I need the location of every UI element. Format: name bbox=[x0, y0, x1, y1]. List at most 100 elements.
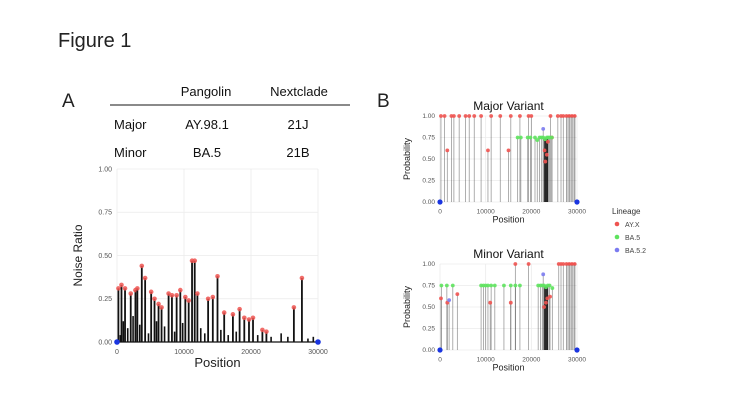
noise-peak-point bbox=[183, 294, 188, 300]
noise-peak-point bbox=[156, 301, 161, 307]
point-ayx bbox=[529, 114, 534, 118]
legend-label-ba5: BA.5 bbox=[625, 235, 640, 242]
noise-peak-point bbox=[195, 291, 200, 296]
y-tick-label: 0.75 bbox=[422, 283, 435, 290]
x-tick-label: 0 bbox=[438, 357, 442, 364]
noise-peak-point bbox=[128, 291, 134, 296]
point-ba5 bbox=[513, 283, 518, 288]
noise-peak-point bbox=[122, 286, 128, 291]
point-ba5 bbox=[550, 286, 555, 290]
noise-peak-point bbox=[139, 263, 145, 269]
y-tick-label: 1.00 bbox=[422, 113, 435, 120]
y-tick-label: 0.25 bbox=[98, 296, 112, 303]
plot-B-minor bbox=[439, 263, 578, 351]
dense-mutation-block bbox=[544, 285, 549, 350]
point-ayx bbox=[544, 300, 548, 305]
noise-peak-point bbox=[260, 327, 265, 333]
noise-peak-point bbox=[119, 282, 124, 288]
x-tick-label: 0 bbox=[438, 209, 442, 216]
plot-B-major bbox=[439, 115, 578, 203]
point-ba5 bbox=[444, 283, 449, 288]
y-tick-label: 0.00 bbox=[98, 339, 112, 346]
figure-title: Figure 1 bbox=[58, 30, 132, 52]
point-ayx bbox=[439, 114, 443, 118]
point-ayx bbox=[486, 148, 490, 153]
point-ba52 bbox=[447, 298, 452, 303]
point-ba5 bbox=[525, 135, 530, 140]
point-ayx bbox=[451, 114, 456, 118]
chart-title: Major Variant bbox=[473, 99, 544, 113]
noise-peak-point bbox=[291, 305, 297, 310]
noise-peak-point bbox=[246, 317, 252, 322]
endpoint-marker bbox=[574, 199, 580, 205]
point-ayx bbox=[506, 148, 511, 153]
y-tick-label: 0.75 bbox=[422, 135, 435, 142]
legend-swatch-ba52 bbox=[614, 247, 620, 253]
point-ayx bbox=[467, 114, 472, 118]
table-cell-major-pangolin: AY.98.1 bbox=[185, 117, 229, 132]
point-ayx bbox=[518, 114, 522, 118]
table-cell-major-nextclade: 21J bbox=[287, 117, 309, 132]
y-tick-label: 0.75 bbox=[98, 210, 112, 217]
point-ayx bbox=[543, 159, 548, 164]
y-tick-label: 1.00 bbox=[422, 261, 435, 268]
point-ayx bbox=[561, 262, 566, 266]
table-rule bbox=[110, 104, 350, 106]
point-ba5 bbox=[547, 283, 552, 288]
point-ba5 bbox=[528, 135, 533, 140]
point-ba52 bbox=[541, 272, 546, 277]
point-ayx bbox=[498, 114, 503, 118]
y-tick-label: 1.00 bbox=[98, 166, 112, 173]
x-tick-label: 10000 bbox=[174, 349, 194, 356]
point-ba5 bbox=[518, 283, 522, 288]
point-ayx bbox=[513, 262, 518, 266]
y-tick-label: 0.50 bbox=[98, 253, 112, 260]
x-axis-label: Position bbox=[492, 363, 524, 373]
point-ayx bbox=[548, 294, 552, 299]
point-ba5 bbox=[535, 138, 540, 142]
point-ba5 bbox=[533, 135, 537, 140]
y-tick-label: 0.50 bbox=[422, 304, 435, 311]
x-tick-label: 20000 bbox=[241, 349, 261, 356]
x-tick-label: 30000 bbox=[568, 209, 586, 216]
noise-peak-point bbox=[250, 315, 256, 321]
x-tick-label: 10000 bbox=[477, 209, 495, 216]
endpoint-marker bbox=[315, 339, 321, 345]
point-ayx bbox=[472, 114, 477, 118]
table-row-label-major: Major bbox=[114, 117, 147, 132]
noise-peak-point bbox=[174, 292, 179, 298]
legend-swatch-ba5 bbox=[614, 234, 620, 240]
legend-title: Lineage bbox=[612, 207, 641, 216]
point-ayx bbox=[463, 114, 468, 118]
noise-peak-point bbox=[148, 289, 154, 295]
noise-peak-point bbox=[159, 305, 164, 310]
noise-peak-point bbox=[186, 298, 191, 303]
point-ba5 bbox=[450, 283, 455, 288]
x-axis-label: Position bbox=[194, 355, 240, 370]
chart-title: Minor Variant bbox=[473, 247, 544, 261]
point-ayx bbox=[548, 114, 553, 118]
noise-peak-point bbox=[135, 286, 140, 291]
noise-peak-point bbox=[221, 310, 227, 315]
y-axis-label: Probability bbox=[402, 137, 412, 180]
table-header-nextclade: Nextclade bbox=[270, 84, 328, 99]
noise-peak-point bbox=[299, 275, 305, 281]
noise-peak-point bbox=[142, 275, 148, 281]
lineage-legend: Lineage AY.X BA.5 BA.5.2 bbox=[612, 207, 646, 255]
x-axis-label: Position bbox=[492, 215, 524, 225]
noise-peak-point bbox=[237, 306, 242, 312]
endpoint-marker bbox=[437, 347, 443, 353]
table-row-label-minor: Minor bbox=[114, 145, 147, 160]
y-tick-label: 0.25 bbox=[422, 178, 435, 185]
noise-peak-point bbox=[178, 287, 183, 293]
table-cell-minor-pangolin: BA.5 bbox=[192, 145, 222, 160]
point-ba5 bbox=[549, 135, 554, 140]
point-ba5 bbox=[486, 283, 490, 288]
point-ayx bbox=[545, 296, 550, 301]
y-tick-label: 0.00 bbox=[422, 199, 435, 206]
table-cell-minor-nextclade: 21B bbox=[286, 145, 310, 160]
x-tick-label: 20000 bbox=[522, 357, 540, 364]
point-ayx bbox=[526, 262, 531, 266]
point-ayx bbox=[555, 114, 560, 118]
x-tick-label: 20000 bbox=[522, 209, 540, 216]
